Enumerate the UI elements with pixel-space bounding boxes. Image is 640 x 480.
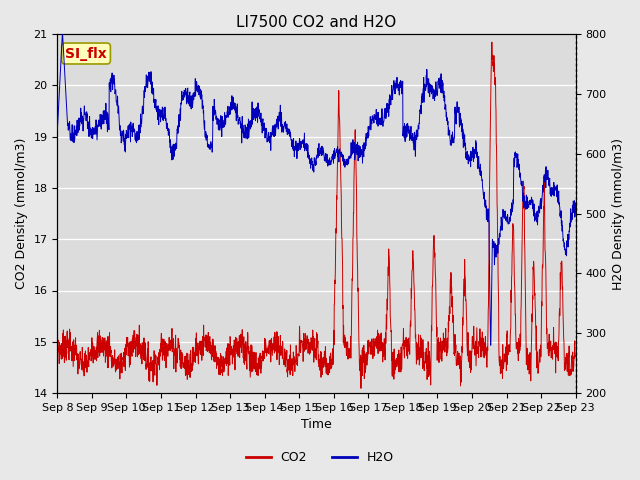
X-axis label: Time: Time <box>301 419 332 432</box>
Y-axis label: CO2 Density (mmol/m3): CO2 Density (mmol/m3) <box>15 138 28 289</box>
Text: SI_flx: SI_flx <box>65 47 107 60</box>
Y-axis label: H2O Density (mmol/m3): H2O Density (mmol/m3) <box>612 138 625 289</box>
Legend: CO2, H2O: CO2, H2O <box>241 446 399 469</box>
Title: LI7500 CO2 and H2O: LI7500 CO2 and H2O <box>236 15 397 30</box>
